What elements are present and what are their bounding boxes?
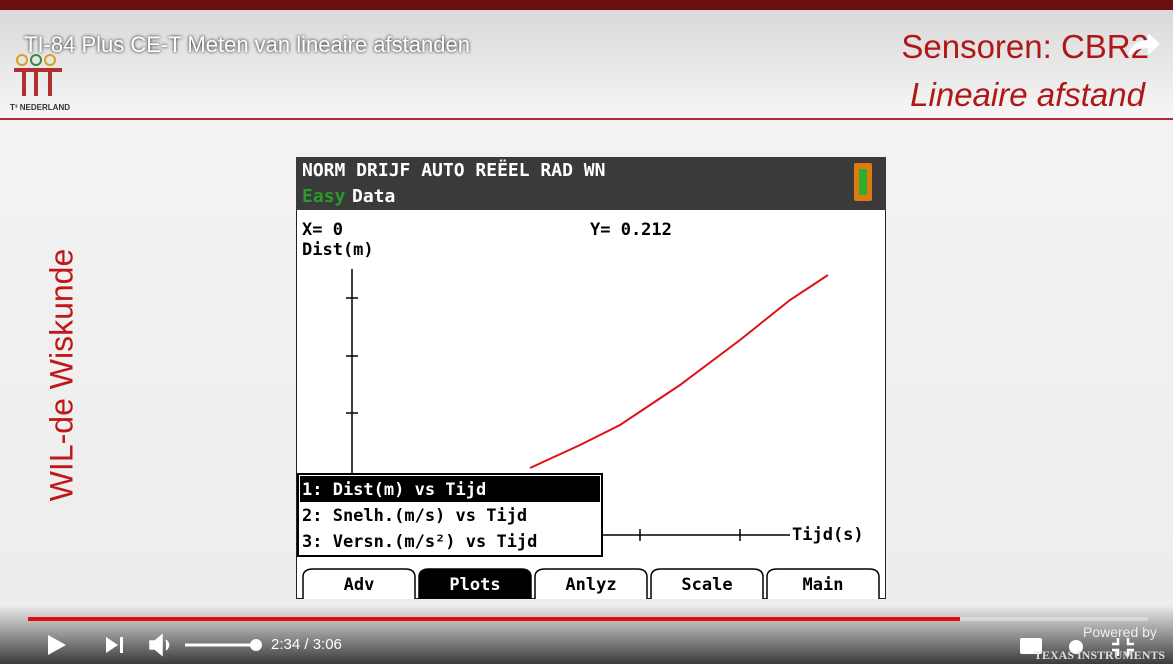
company: TEXAS INSTRUMENTS bbox=[1034, 648, 1165, 663]
status-bar: NORM DRIJF AUTO REËEL RAD WN bbox=[302, 159, 605, 181]
share-icon[interactable] bbox=[1124, 30, 1164, 60]
x-readout: X= 0 bbox=[302, 220, 343, 240]
logo: T³ NEDERLAND bbox=[10, 48, 80, 116]
control-buttons[interactable] bbox=[40, 630, 270, 660]
calculator-screen: NORM DRIJF AUTO REËEL RAD WN Easy Data X… bbox=[296, 157, 886, 599]
menu-item[interactable]: 3: Versn.(m/s²) vs Tijd bbox=[302, 532, 537, 552]
softkey[interactable]: Adv bbox=[344, 575, 375, 595]
header-rule bbox=[0, 118, 1173, 120]
video-player: T³ NEDERLAND TI-84 Plus CE-T Meten van l… bbox=[0, 0, 1173, 664]
slide-subheading: Lineaire afstand bbox=[910, 76, 1145, 114]
powered-by: Powered by bbox=[1083, 624, 1157, 640]
video-title[interactable]: TI-84 Plus CE-T Meten van lineaire afsta… bbox=[24, 32, 470, 58]
x-axis-label: Tijd(s) bbox=[792, 525, 864, 545]
softkey[interactable]: Main bbox=[803, 575, 844, 595]
progress-played bbox=[28, 617, 960, 621]
top-band bbox=[0, 0, 1173, 10]
y-axis-label: Dist(m) bbox=[302, 240, 374, 260]
side-text: WIL-de Wiskunde bbox=[44, 249, 81, 502]
softkey[interactable]: Plots bbox=[449, 575, 500, 595]
app-name: Data bbox=[352, 186, 395, 207]
app-prefix: Easy bbox=[302, 186, 346, 207]
menu-item[interactable]: 1: Dist(m) vs Tijd bbox=[302, 480, 486, 500]
logo-text: T³ NEDERLAND bbox=[10, 103, 70, 112]
time-display: 2:34 / 3:06 bbox=[271, 636, 342, 653]
softkey[interactable]: Anlyz bbox=[565, 575, 616, 595]
slide-heading: Sensoren: CBR2 bbox=[901, 28, 1149, 66]
y-readout: Y= 0.212 bbox=[590, 220, 672, 240]
softkey[interactable]: Scale bbox=[681, 575, 732, 595]
menu-item[interactable]: 2: Snelh.(m/s) vs Tijd bbox=[302, 506, 527, 526]
